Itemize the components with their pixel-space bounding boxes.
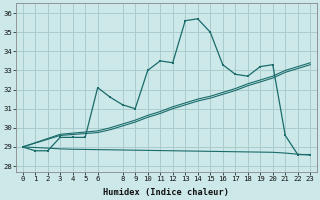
X-axis label: Humidex (Indice chaleur): Humidex (Indice chaleur) <box>103 188 229 197</box>
